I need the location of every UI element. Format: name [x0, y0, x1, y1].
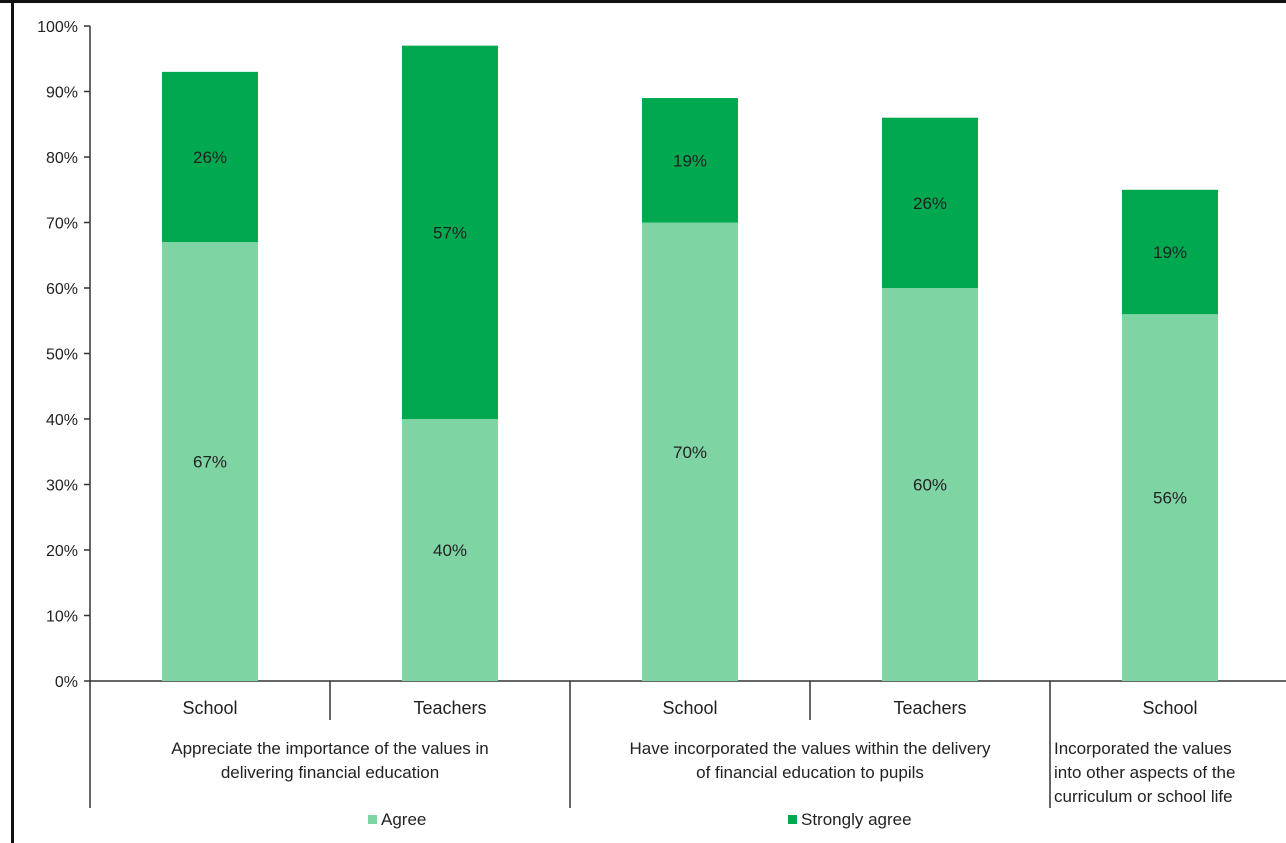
x-group-label: of financial education to pupils — [696, 763, 924, 782]
x-group-label: into other aspects of the — [1054, 763, 1235, 782]
y-tick-label: 50% — [46, 347, 78, 364]
data-label: 40% — [433, 541, 467, 560]
x-group-label: Have incorporated the values within the … — [630, 739, 991, 758]
bar-strongly-agree-4 — [882, 117, 978, 288]
legend-swatch — [788, 815, 797, 824]
y-tick-label: 20% — [46, 543, 78, 560]
y-tick-label: 30% — [46, 478, 78, 495]
data-label: 70% — [673, 443, 707, 462]
x-group-label: curriculum or school life — [1054, 787, 1233, 806]
data-label: 67% — [193, 453, 227, 472]
bar-agree-4 — [882, 288, 978, 681]
bar-agree-1 — [162, 242, 258, 681]
data-label: 19% — [673, 151, 707, 170]
bar-strongly-agree-1 — [162, 71, 258, 243]
x-category-label: Teachers — [893, 698, 966, 718]
y-tick-label: 10% — [46, 609, 78, 626]
x-category-label: School — [1142, 698, 1197, 718]
legend-swatch — [368, 815, 377, 824]
data-label: 19% — [1153, 243, 1187, 262]
data-label: 57% — [433, 223, 467, 242]
y-tick-label: 70% — [46, 216, 78, 233]
bar-agree-5 — [1122, 314, 1218, 681]
x-group-label: Appreciate the importance of the values … — [171, 739, 489, 758]
bar-agree-3 — [642, 222, 738, 681]
x-category-label: Teachers — [413, 698, 486, 718]
data-label: 26% — [193, 148, 227, 167]
y-tick-label: 80% — [46, 150, 78, 167]
data-label: 60% — [913, 476, 947, 495]
y-tick-label: 90% — [46, 85, 78, 102]
bar-strongly-agree-5 — [1122, 189, 1218, 315]
y-tick-label: 40% — [46, 412, 78, 429]
data-label: 26% — [913, 194, 947, 213]
x-category-label: School — [662, 698, 717, 718]
x-group-label: delivering financial education — [221, 763, 439, 782]
bar-agree-2 — [402, 419, 498, 681]
y-tick-label: 100% — [37, 19, 78, 36]
x-group-label: Incorporated the values — [1054, 739, 1232, 758]
bar-strongly-agree-2 — [402, 45, 498, 420]
image-top-border — [0, 0, 1286, 3]
x-category-label: School — [182, 698, 237, 718]
bar-strongly-agree-3 — [642, 98, 738, 223]
y-tick-label: 60% — [46, 281, 78, 298]
y-tick-label: 0% — [55, 674, 78, 691]
legend-label: Strongly agree — [801, 810, 912, 829]
data-label: 56% — [1153, 489, 1187, 508]
legend-label: Agree — [381, 810, 426, 829]
image-left-border — [11, 3, 14, 843]
